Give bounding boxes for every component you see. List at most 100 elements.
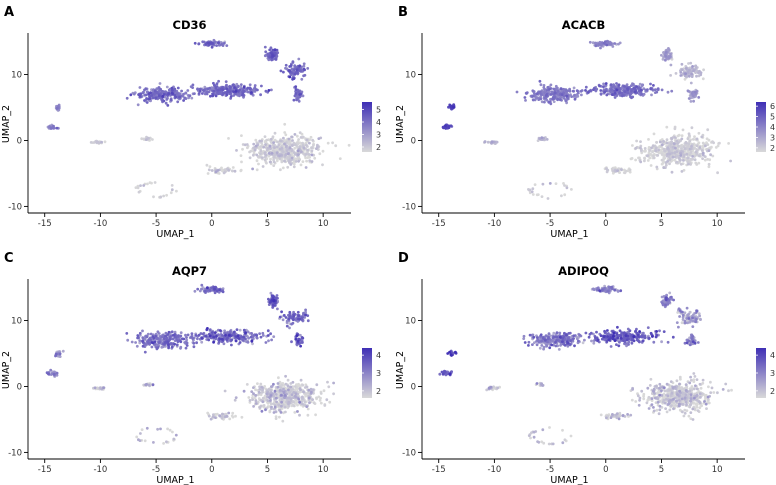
cell-point [270,88,273,92]
cell-point [279,139,282,143]
cell-point [298,387,302,390]
cell-point [660,152,664,156]
cell-point [544,94,548,97]
cell-point [169,98,173,101]
cell-point [688,139,692,143]
cell-point [305,144,308,147]
cell-point [332,381,335,385]
x-tick-label: -10 [93,219,107,229]
cell-point [49,368,53,372]
cell-point [226,336,229,340]
cell-point [288,314,292,318]
cell-point [639,146,642,150]
cell-point [272,335,276,338]
cell-point [692,387,696,391]
cell-point [269,394,273,397]
cell-point [288,160,291,164]
cell-point [652,409,656,413]
cell-point [291,318,295,321]
cell-point [631,144,634,147]
cell-point [689,375,692,379]
cell-point [540,136,544,140]
cell-point [143,350,147,354]
cell-point [565,101,568,105]
cell-point [599,89,603,92]
cell-point [315,396,318,400]
cell-point [278,315,282,319]
cell-point [273,52,277,55]
plot-title: AQP7 [172,264,207,278]
cell-point [689,393,693,397]
cell-point [145,101,149,104]
cell-point [669,404,673,407]
cell-point [271,48,275,52]
cell-point [247,336,251,340]
cell-point [239,168,243,172]
cell-point [310,160,314,163]
cell-point [312,143,315,147]
cell-point [238,341,242,344]
cell-point [264,341,268,344]
cell-point [681,128,685,132]
x-tick-label: 5 [659,219,664,229]
cell-point [714,146,718,149]
cell-point [628,168,632,172]
cell-point [270,405,273,409]
cell-point [679,154,683,157]
cell-point [52,372,56,376]
cell-point [206,90,209,94]
cell-point [691,138,695,141]
cell-point [259,382,263,386]
cell-point [592,341,596,345]
cell-point [701,145,705,149]
cell-point [246,330,250,334]
cell-point [230,169,234,173]
cell-point [274,58,278,61]
cell-point [264,153,268,157]
cell-point [302,390,305,394]
cell-point [258,406,262,409]
cell-point [47,372,50,376]
cell-point [693,158,697,162]
cell-point [540,195,544,199]
cell-point [620,94,624,98]
cell-point [287,317,291,321]
cell-point [272,160,276,164]
cell-point [687,68,691,72]
cell-point [301,395,304,399]
cell-point [299,344,302,348]
cell-point [694,384,697,388]
cell-point [311,138,314,142]
cell-point [288,326,291,330]
cell-point [673,158,677,162]
cell-point [649,87,652,91]
cell-point [148,94,151,98]
cell-point [293,68,296,71]
x-tick-label: -15 [38,219,52,229]
cell-point [215,82,219,86]
cell-point [664,163,668,167]
cell-point [689,100,693,103]
cell-point [259,149,263,153]
cell-point [298,317,301,321]
cell-point [531,89,535,93]
cell-point [287,388,290,392]
cell-point [191,337,195,340]
cell-point [252,405,256,408]
cell-point [249,335,253,339]
cell-point [278,389,282,392]
cell-point [699,396,702,399]
cell-point [649,164,653,167]
cell-point [652,389,655,393]
cell-point [197,333,201,337]
cell-point [666,152,669,156]
cell-point [551,442,555,446]
cell-point [538,79,542,83]
cell-point [233,169,237,173]
cell-point [573,97,577,101]
cell-point [707,149,711,153]
cell-point [159,87,163,91]
cell-point [632,82,635,86]
